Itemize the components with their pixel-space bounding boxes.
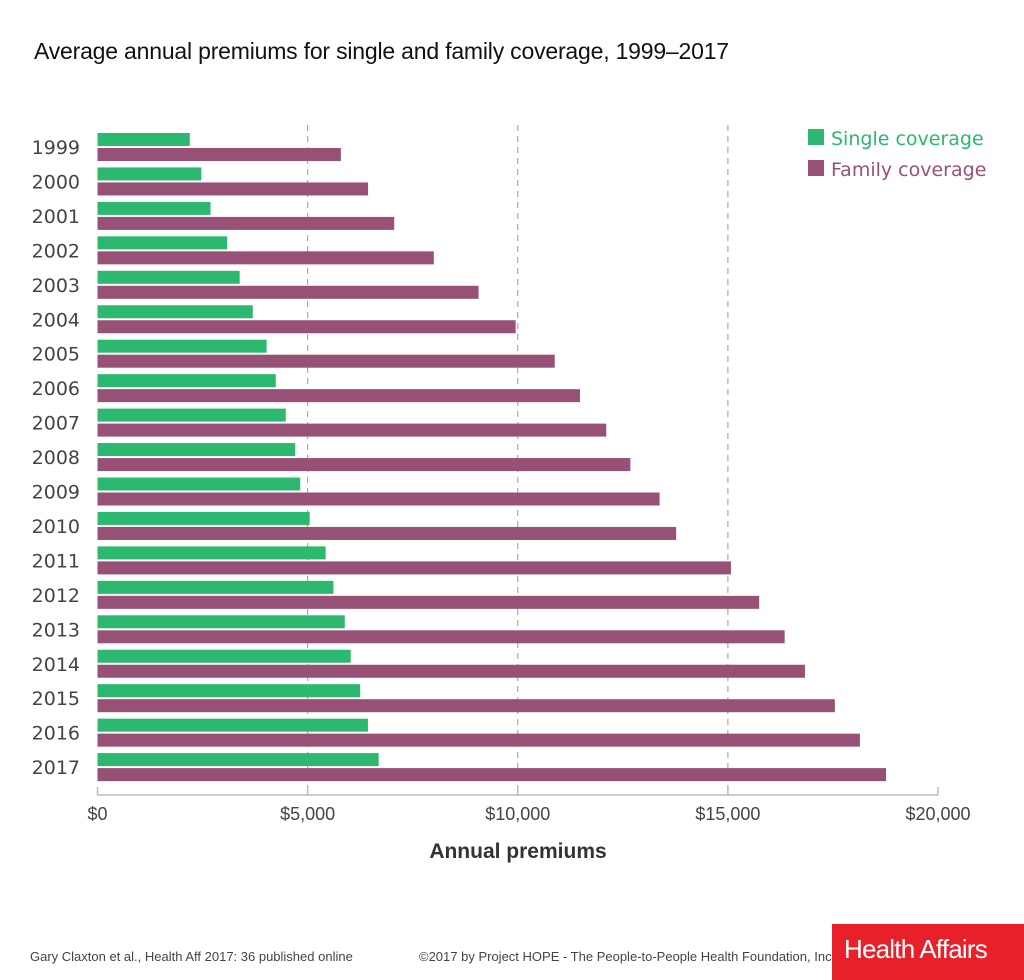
- y-tick-label: 2008: [32, 447, 80, 469]
- bar-family-1999: [97, 148, 341, 161]
- y-axis-labels: 1999 2000 2001 2002 2003 2004 2005 2006 2007 2008…: [32, 137, 80, 779]
- x-axis-title: Annual premiums: [429, 840, 606, 863]
- y-tick-label: 2011: [32, 550, 80, 572]
- y-tick-label: 2003: [32, 275, 80, 297]
- bar-single-2011: [97, 546, 326, 560]
- bar-family-2002: [97, 251, 434, 265]
- bar-family-2006: [97, 389, 580, 403]
- bar-single-2014: [97, 649, 351, 663]
- bar-single-2002: [97, 236, 228, 250]
- bar-single-2000: [97, 167, 202, 181]
- legend-single-label: Single coverage: [831, 128, 984, 150]
- bar-family-2004: [97, 320, 516, 334]
- x-tick-label: $5,000: [280, 804, 335, 824]
- bar-family-2008: [97, 458, 631, 472]
- bar-family-2005: [97, 354, 555, 368]
- bar-single-2005: [97, 339, 267, 353]
- x-tick-label: $10,000: [485, 804, 550, 824]
- bar-single-2001: [97, 201, 211, 215]
- bar-single-2008: [97, 443, 296, 457]
- bar-family-2016: [97, 733, 860, 747]
- bar-family-2010: [97, 526, 677, 540]
- y-tick-label: 2005: [32, 344, 80, 366]
- bar-single-2003: [97, 270, 240, 284]
- bar-single-2009: [97, 477, 301, 491]
- bar-single-2012: [97, 580, 334, 594]
- bar-family-2013: [97, 630, 785, 644]
- y-tick-label: 2015: [32, 688, 80, 710]
- bar-family-2014: [97, 664, 805, 678]
- citation-text: Gary Claxton et al., Health Aff 2017: 36…: [30, 949, 353, 964]
- bar-family-2009: [97, 492, 660, 506]
- y-tick-label: 2016: [32, 723, 80, 745]
- x-axis: $0 $5,000 $10,000 $15,000 $20,000: [87, 787, 971, 824]
- bar-single-2013: [97, 615, 345, 629]
- bar-family-2012: [97, 595, 760, 609]
- bar-family-2001: [97, 216, 395, 230]
- legend-family-label: Family coverage: [831, 159, 986, 181]
- y-tick-label: 2006: [32, 378, 80, 400]
- x-tick-label: $20,000: [905, 804, 970, 824]
- bar-family-2003: [97, 285, 479, 299]
- bar-family-2007: [97, 423, 607, 437]
- bar-single-2016: [97, 718, 368, 732]
- y-tick-label: 2010: [32, 516, 80, 538]
- y-tick-label: 1999: [32, 137, 80, 159]
- y-tick-label: 2012: [32, 585, 80, 607]
- bar-single-2017: [97, 753, 379, 767]
- legend-family-swatch: [808, 160, 824, 176]
- chart-title: Average annual premiums for single and f…: [34, 38, 729, 64]
- bar-single-2010: [97, 511, 310, 525]
- bar-family-2015: [97, 699, 835, 713]
- copyright-text: ©2017 by Project HOPE - The People-to-Pe…: [419, 949, 836, 964]
- legend-single-swatch: [808, 129, 824, 145]
- bar-family-2000: [97, 182, 369, 196]
- bar-family-2017: [97, 768, 887, 782]
- bar-chart: 1999 2000 2001 2002 2003 2004 2005 2006 2007 2008…: [32, 125, 986, 863]
- x-tick-label: $15,000: [695, 804, 760, 824]
- bar-single-2015: [97, 684, 361, 698]
- bar-single-1999: [97, 133, 190, 146]
- health-affairs-logo: Health Affairs: [832, 924, 1024, 980]
- y-tick-label: 2001: [32, 206, 80, 228]
- bar-single-2007: [97, 408, 286, 422]
- y-tick-label: 2009: [32, 482, 80, 504]
- y-tick-label: 2007: [32, 413, 80, 435]
- bar-family-2011: [97, 561, 731, 575]
- bar-single-2006: [97, 374, 276, 388]
- y-tick-label: 2017: [32, 757, 80, 779]
- y-tick-label: 2013: [32, 619, 80, 641]
- y-tick-label: 2014: [32, 654, 80, 676]
- bars: [97, 133, 887, 782]
- y-tick-label: 2002: [32, 240, 80, 262]
- legend: Single coverage Family coverage: [808, 128, 986, 181]
- x-tick-label: $0: [87, 804, 107, 824]
- y-tick-label: 2004: [32, 309, 80, 331]
- bar-single-2004: [97, 305, 253, 319]
- y-tick-label: 2000: [32, 171, 80, 193]
